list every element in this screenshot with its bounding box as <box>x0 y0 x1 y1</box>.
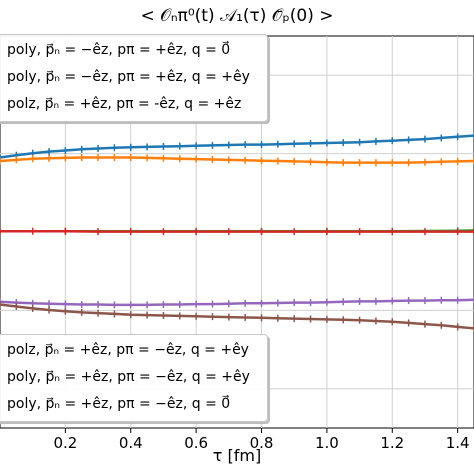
legend-bottom: polz, p⃗ₙ = +êz, pπ = −êz, q = +êy poly,… <box>0 334 268 422</box>
x-tick-label: 0.4 <box>119 434 143 452</box>
series-line-1 <box>0 134 474 159</box>
x-tick-label: 0.6 <box>184 434 208 452</box>
legend-entry: polz, p⃗ₙ = +êz, pπ = -êz, q = +êz <box>7 96 242 112</box>
x-tick-label: 1.0 <box>315 434 339 452</box>
x-ticks: 0.2 0.4 0.6 0.8 1.0 1.2 1.4 <box>53 428 470 452</box>
x-tick-label: 0.2 <box>53 434 77 452</box>
legend-entry: poly, p⃗ₙ = −êz, pπ = +êz, q = 0⃗ <box>7 42 231 58</box>
legend-entry: poly, p⃗ₙ = +êz, pπ = −êz, q = +êy <box>7 369 250 385</box>
legend-entry: poly, p⃗ₙ = +êz, pπ = −êz, q = 0⃗ <box>7 396 231 412</box>
series-line-2 <box>0 156 474 164</box>
x-axis-label: τ [fm] <box>212 446 262 465</box>
series-line-5 <box>0 298 474 307</box>
chart-title: < 𝒪ₙπ⁰(t) 𝒜₁(τ) 𝒪̄ₚ(0) > <box>140 6 334 26</box>
legend-top: poly, p⃗ₙ = −êz, pπ = +êz, q = 0⃗ poly, … <box>0 34 268 122</box>
legend-entry: polz, p⃗ₙ = +êz, pπ = −êz, q = +êy <box>7 342 249 358</box>
x-tick-label: 0.8 <box>250 434 274 452</box>
series-line-6 <box>0 303 474 330</box>
x-tick-label: 1.4 <box>446 434 470 452</box>
series-group <box>0 132 474 332</box>
legend-entry: poly, p⃗ₙ = −êz, pπ = +êz, q = +êy <box>7 69 250 85</box>
x-tick-label: 1.2 <box>380 434 404 452</box>
